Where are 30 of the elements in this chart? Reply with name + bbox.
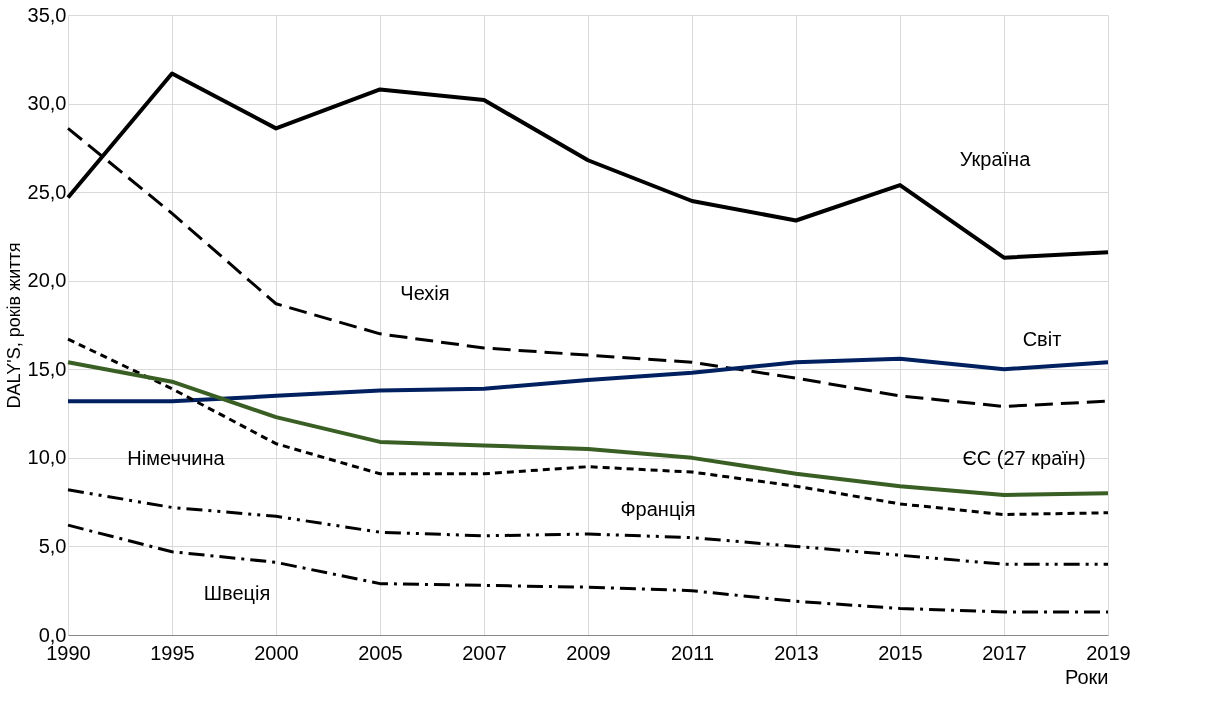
y-tick-label: 30,0 [27, 92, 67, 115]
series-label: ЄС (27 країн) [962, 447, 1086, 470]
y-tick-label: 35,0 [27, 3, 67, 26]
text: Україна [959, 148, 1032, 171]
x-tick-label: 2000 [254, 641, 299, 664]
y-tick-label: 15,0 [27, 357, 67, 380]
series-label: Німеччина [127, 446, 226, 469]
line-series [66, 523, 1110, 614]
y-axis-title: DALY'S, років життя [3, 242, 24, 409]
series-label: Франція [620, 498, 696, 521]
x-tick-label: 2017 [982, 641, 1027, 664]
line-series [66, 356, 1110, 404]
x-tick-label: 2015 [878, 641, 923, 664]
x-tick-label: 2005 [358, 641, 403, 664]
y-tick-label: 20,0 [27, 269, 67, 292]
line-series [66, 488, 1110, 566]
x-axis-title: Роки [1064, 665, 1109, 688]
series-label: Світ [1022, 328, 1062, 351]
series-label: Чехія [400, 281, 450, 304]
y-tick-label: 10,0 [27, 446, 67, 469]
line-series [66, 360, 1110, 498]
x-tick-label: 2009 [566, 641, 611, 664]
y-tick-label: 25,0 [27, 180, 67, 203]
x-tick-label: 2019 [1086, 641, 1131, 664]
x-tick-label: 2013 [774, 641, 819, 664]
y-tick-label: 5,0 [38, 534, 67, 557]
series-label: Швеція [203, 581, 271, 604]
x-tick-label: 2007 [462, 641, 507, 664]
x-tick-label: 2011 [670, 641, 715, 664]
x-tick-label: 1995 [150, 641, 195, 664]
